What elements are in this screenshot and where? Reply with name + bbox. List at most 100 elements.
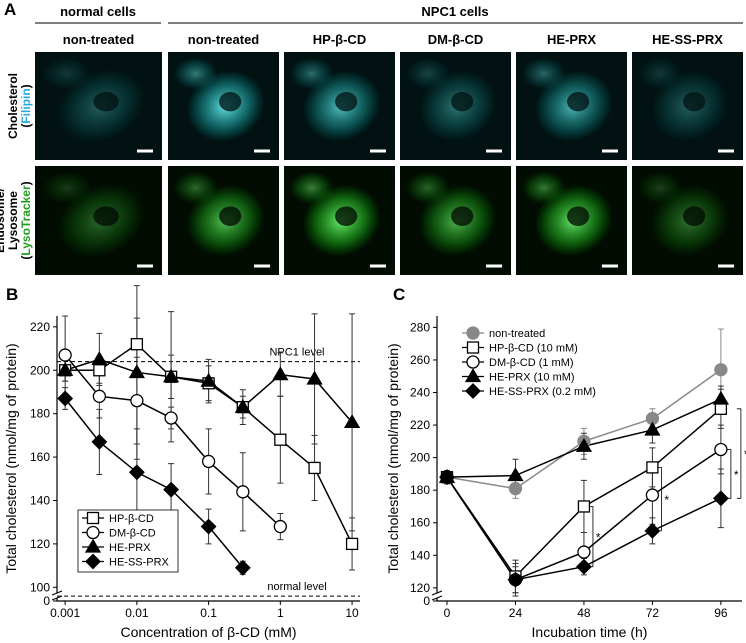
row-label: Lysosome (6, 191, 20, 250)
marker (92, 389, 107, 403)
row-label: Endosome/ (0, 188, 7, 253)
significance-label: * (596, 531, 601, 545)
axis-break (51, 590, 63, 596)
cell-body (418, 70, 497, 142)
y-tick-label: 100 (30, 580, 50, 594)
significance-bracket (657, 466, 662, 532)
nucleus (335, 91, 358, 112)
marker (57, 390, 74, 407)
marker (576, 558, 592, 575)
stain-label: ( (19, 124, 33, 128)
legend-marker (84, 538, 102, 553)
y-axis-label: Total cholesterol (nmol/mg of protein) (3, 343, 19, 573)
cell-body (405, 171, 450, 205)
marker (200, 372, 217, 387)
group-header: NPC1 cells (421, 4, 488, 19)
y-tick-label: 280 (410, 320, 430, 334)
significance-bracket (588, 506, 594, 568)
y-tick-label: 180 (30, 407, 50, 421)
legend-marker (86, 525, 100, 540)
marker (130, 394, 144, 408)
panel-label: A (4, 0, 16, 19)
stain-label: ) (19, 84, 33, 88)
marker (93, 364, 106, 377)
y-tick-label: 200 (30, 363, 50, 377)
legend-marker (464, 368, 482, 383)
legend-marker (466, 355, 480, 369)
x-axis-label: Concentration of β-CD (mM) (120, 624, 296, 640)
marker (234, 559, 251, 576)
cell (637, 171, 729, 257)
marker (646, 461, 659, 474)
marker (162, 368, 180, 383)
stain-label: ( (19, 256, 33, 260)
marker (306, 370, 323, 385)
significance-label: ** (744, 448, 746, 462)
cell (637, 57, 729, 142)
marker (57, 361, 74, 376)
marker (507, 467, 524, 482)
row-stain-label: (Filipin) (19, 84, 33, 127)
marker (128, 364, 146, 379)
marker (577, 545, 591, 559)
cell-body (521, 57, 566, 90)
marker (164, 411, 178, 425)
marker (644, 522, 661, 539)
nucleus (567, 206, 590, 226)
axis-break (431, 590, 443, 596)
column-header: HE-SS-PRX (652, 32, 723, 47)
nucleus (335, 206, 358, 226)
series-line (64, 398, 244, 569)
column-header: HP-β-CD (313, 32, 366, 47)
cell-body (289, 171, 334, 205)
axis-break (431, 595, 443, 601)
significance-bracket (736, 408, 742, 499)
cell (289, 57, 381, 142)
legend-marker (85, 553, 101, 570)
marker (508, 481, 523, 496)
nucleus (683, 206, 706, 226)
marker (712, 390, 730, 405)
legend-label: non-treated (489, 328, 545, 340)
marker (91, 351, 108, 366)
x-axis-label: Incubation time (h) (532, 624, 648, 640)
y-tick-label: 200 (410, 451, 430, 465)
y-tick-label: 0 (43, 594, 50, 608)
legend-marker (466, 341, 480, 354)
column-header: non-treated (188, 32, 260, 47)
marker (644, 421, 661, 436)
row-stain-label: (LysoTracker) (19, 181, 33, 259)
marker (272, 366, 289, 381)
marker (714, 402, 728, 415)
stain-label: LysoTracker (19, 185, 33, 256)
legend-label: DM-β-CD (1 mM) (489, 357, 574, 369)
nucleus (683, 91, 706, 112)
y-tick-label: 220 (30, 320, 50, 334)
legend-label: HP-β-CD (10 mM) (489, 343, 578, 355)
nucleus (93, 91, 119, 112)
cell (41, 57, 145, 143)
marker (236, 485, 250, 499)
reference-label: normal level (267, 581, 326, 593)
panel-label: B (6, 285, 18, 304)
axis-break (51, 595, 63, 601)
y-axis-label: Total cholesterol (nmol/mg of protein) (385, 343, 401, 573)
cell-body (41, 57, 93, 90)
cell (521, 171, 613, 257)
cell-body (637, 171, 682, 205)
cell-body (405, 57, 450, 90)
legend-marker (465, 383, 481, 399)
y-tick-label: 120 (410, 581, 430, 595)
x-tick-label: 0.001 (50, 606, 80, 620)
nucleus (567, 91, 590, 112)
x-tick-label: 1 (277, 606, 284, 620)
legend-label: DM-β-CD (109, 528, 156, 540)
y-tick-label: 140 (410, 548, 430, 562)
cell-body (521, 171, 566, 205)
marker (308, 461, 321, 475)
marker (577, 500, 591, 513)
y-tick-label: 120 (30, 537, 50, 551)
nucleus (451, 206, 474, 226)
marker (575, 437, 593, 452)
nucleus (93, 206, 119, 226)
